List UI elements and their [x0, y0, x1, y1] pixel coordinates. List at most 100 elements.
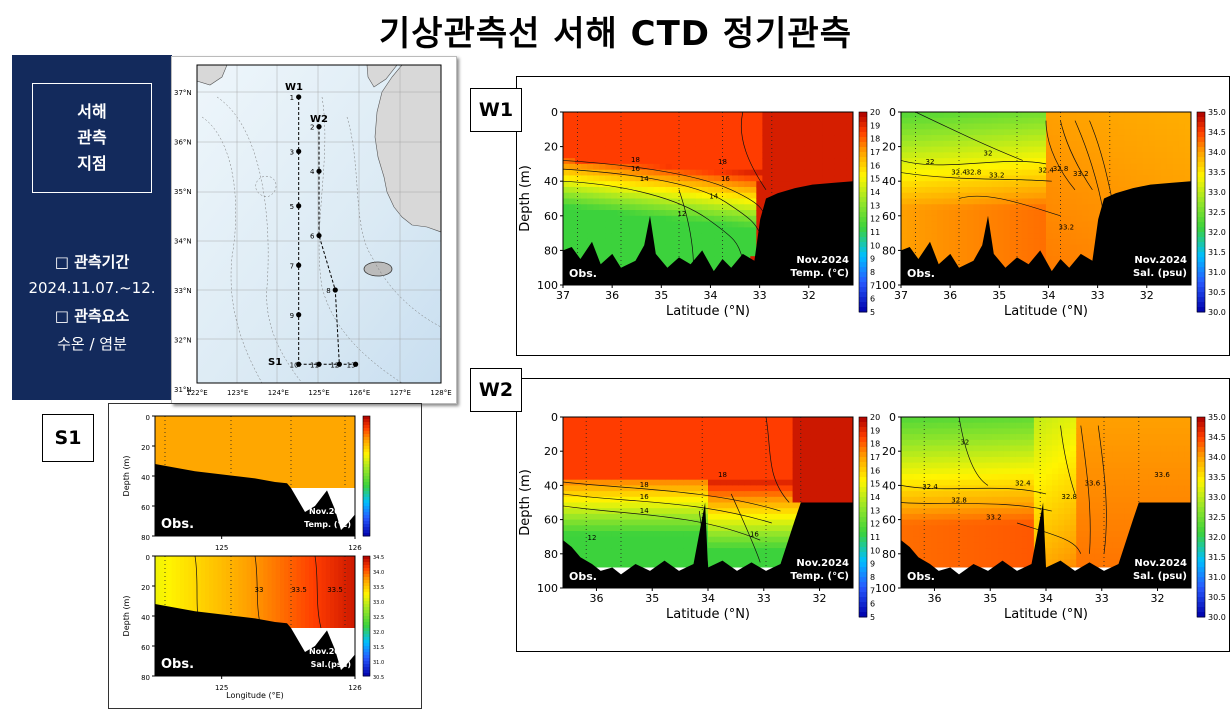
s1-temp-cell — [305, 476, 310, 481]
s1-temp-cell — [180, 444, 185, 449]
w1-sal-cell — [955, 261, 963, 269]
w1-temp-cell — [750, 233, 757, 240]
s1-temp-cell — [334, 444, 339, 449]
w1-temp-cell — [593, 175, 600, 182]
s1-temp-cell — [225, 464, 231, 469]
s1-temp-cell — [292, 428, 298, 433]
s1-sal-cell — [325, 576, 331, 581]
w1-temp-cell — [701, 158, 709, 165]
s1-sal-cell — [346, 560, 352, 565]
w1-temp-cell — [659, 175, 667, 182]
s1-temp-cell — [221, 448, 227, 453]
w1-temp-cell — [786, 169, 794, 177]
w1-temp-cell — [605, 215, 612, 223]
w1-temp-cell — [701, 163, 709, 171]
s1-temp-cell — [334, 480, 339, 485]
w1-temp-cell — [720, 238, 727, 246]
s1-temp-cell — [200, 464, 206, 469]
w1-temp-x-tick-label: 32 — [802, 289, 816, 302]
s1-sal-cell — [342, 624, 348, 629]
s1-sal-cell — [325, 600, 331, 605]
s1-sal-cell — [192, 568, 198, 573]
s1-temp-cell — [296, 464, 302, 469]
s1-temp-cell — [309, 460, 314, 465]
s1-temp-cell — [296, 444, 302, 449]
s1-sal-cell — [242, 612, 248, 617]
w1-sal-cell — [907, 163, 914, 171]
w1-temp-colorbar-seg — [859, 132, 867, 138]
w1-temp-cell — [605, 158, 612, 165]
s1-sal-cell — [275, 620, 281, 625]
w1-sal-cell — [901, 123, 908, 130]
s1-temp-cell — [321, 424, 327, 429]
s1-sal-cell — [330, 560, 335, 565]
s1-sal-cell — [180, 560, 185, 565]
s1-temp-cell — [267, 456, 273, 461]
s1-temp-cell — [259, 476, 264, 481]
s1-sal-cell — [330, 568, 335, 573]
s1-sal-cell — [209, 600, 214, 605]
w1-temp-cell — [575, 140, 582, 148]
s1-sal-cell — [242, 564, 248, 569]
w1-temp-cell — [756, 152, 763, 159]
w1-temp-cell — [575, 152, 582, 159]
s1-sal-cell — [200, 572, 206, 577]
w1-temp-cell — [732, 186, 739, 194]
s1-temp-cell — [280, 444, 285, 449]
w1-temp-cell — [720, 123, 727, 130]
s1-temp-cell — [263, 476, 269, 481]
s1-sal-cell — [330, 604, 335, 609]
s1-sal-cell — [255, 560, 260, 565]
s1-sal-cell — [200, 556, 206, 561]
s1-sal-cell — [221, 588, 227, 593]
s1-temp-cell — [330, 440, 335, 445]
s1-sal-cell — [238, 576, 244, 581]
s1-sal-cell — [184, 592, 189, 597]
s1-sal-cell — [296, 612, 302, 617]
s1-sal-cell — [292, 568, 298, 573]
w1-temp-cell — [828, 146, 836, 153]
s1-sal-cell — [246, 600, 252, 605]
s1-temp-cell — [275, 424, 281, 429]
w1-sal-cell — [925, 158, 932, 165]
s1-sal-colorbar-seg — [363, 670, 370, 674]
s1-temp-cell — [180, 448, 185, 453]
s1-temp-cell — [267, 460, 273, 465]
w1-temp-cell — [695, 221, 703, 228]
s1-temp-cell — [267, 436, 273, 441]
s1-temp-cell — [200, 460, 206, 465]
w1-temp-cell — [623, 175, 631, 182]
s1-temp-cell — [292, 452, 298, 457]
w1-temp-cell — [659, 146, 667, 153]
w1-temp-cell — [714, 221, 721, 228]
s1-temp-cell — [284, 448, 289, 453]
s1-temp-cell — [255, 472, 260, 477]
w1-temp-cell — [587, 140, 594, 148]
s1-temp-cell — [275, 420, 281, 425]
w1-temp-colorbar-tick: 11 — [870, 228, 880, 237]
s1-temp-cell — [255, 424, 260, 429]
s1-sal-cell — [234, 564, 239, 569]
w1-temp-cell — [720, 244, 727, 251]
s1-temp-cell — [267, 432, 273, 437]
s1-sal-cell — [255, 612, 260, 617]
s1-temp-cell — [309, 468, 314, 473]
w1-temp-cell — [744, 250, 751, 257]
s1-sal-colorbar-seg — [363, 577, 370, 581]
map-station-label: 5 — [290, 203, 294, 211]
s1-sal-cell — [246, 564, 252, 569]
s1-temp-cell — [288, 448, 294, 453]
w1-sal-cell — [943, 163, 950, 171]
w1-sal-cell — [919, 163, 926, 171]
s1-sal-cell — [250, 608, 256, 613]
s1-sal-colorbar-seg — [363, 601, 370, 605]
s1-temp-cell — [246, 452, 252, 457]
w1-sal-cell — [931, 204, 938, 211]
w1-sal-cell — [955, 146, 963, 153]
s1-sal-cell — [296, 560, 302, 565]
s1-sal-cell — [259, 572, 264, 577]
w1-temp-cell — [708, 158, 715, 165]
s1-temp-cell — [200, 432, 206, 437]
s1-temp-cell — [338, 420, 344, 425]
s1-temp-cell — [313, 428, 319, 433]
